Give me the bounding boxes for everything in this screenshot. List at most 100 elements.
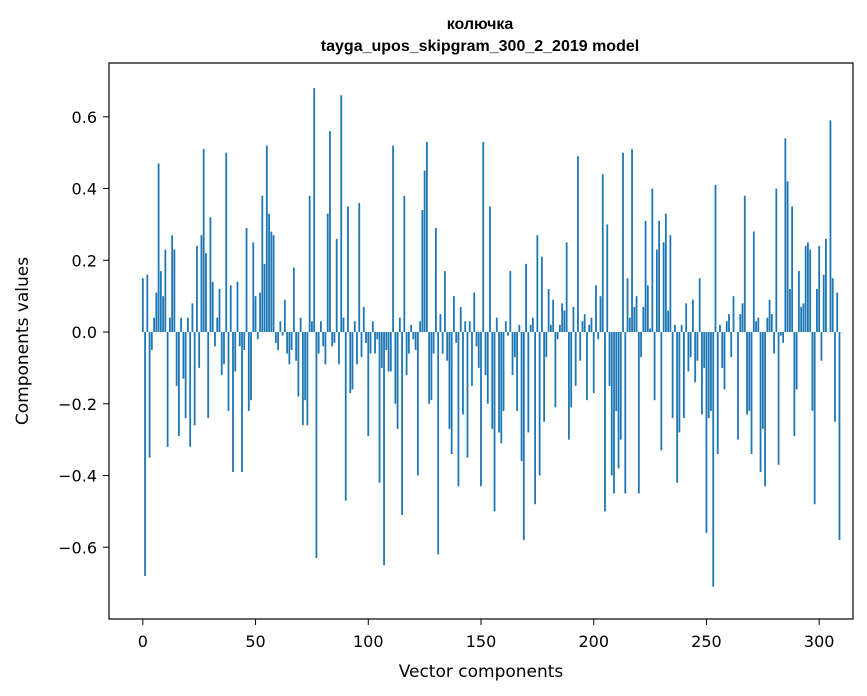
bar-83 (329, 131, 331, 333)
bar-49 (252, 242, 255, 333)
bar-72 (304, 332, 307, 401)
bar-261 (730, 332, 733, 358)
bar-155 (491, 332, 494, 429)
bar-132 (439, 314, 442, 333)
bar-110 (389, 332, 392, 372)
bar-88 (340, 95, 343, 333)
y-tick-label: 0.4 (72, 180, 97, 199)
bar-258 (723, 332, 726, 390)
bar-305 (829, 120, 832, 333)
bar-224 (646, 285, 649, 333)
bar-215 (626, 278, 629, 333)
bar-303 (825, 238, 827, 333)
bar-219 (635, 296, 638, 333)
bar-50 (254, 296, 257, 333)
bar-166 (516, 332, 518, 411)
bar-296 (809, 249, 812, 333)
bar-7 (157, 163, 160, 333)
bar-235 (671, 332, 674, 419)
bar-159 (500, 332, 503, 444)
bar-124 (421, 210, 424, 333)
bar-128 (430, 332, 433, 401)
y-tick-label: −0.4 (58, 467, 97, 486)
bar-60 (277, 332, 279, 350)
bar-208 (610, 332, 613, 476)
bar-90 (344, 332, 347, 501)
bar-54 (263, 263, 266, 333)
bar-82 (326, 213, 329, 333)
bar-192 (574, 332, 577, 386)
bar-92 (349, 332, 352, 394)
bar-41 (234, 332, 237, 372)
bar-175 (536, 235, 539, 333)
bar-103 (374, 332, 376, 354)
bar-81 (324, 332, 327, 365)
bar-197 (586, 332, 588, 401)
bar-71 (301, 332, 304, 426)
bar-199 (590, 317, 593, 333)
bar-17 (180, 317, 183, 333)
x-axis-label: Vector components (399, 662, 564, 682)
bar-79 (320, 321, 322, 333)
bar-242 (687, 332, 690, 372)
bar-63 (283, 299, 286, 333)
y-axis-ticks: −0.6 −0.4 −0.2 0.0 0.2 0.4 0.6 (58, 108, 109, 557)
bar-254 (714, 184, 717, 333)
bar-160 (502, 332, 505, 411)
bar-181 (549, 324, 552, 333)
x-tick-label: 250 (691, 632, 722, 651)
bar-52 (259, 292, 261, 333)
bar-131 (437, 332, 440, 555)
bar-139 (455, 332, 458, 343)
bar-228 (655, 249, 658, 333)
bar-5 (153, 317, 155, 333)
bar-97 (360, 332, 363, 358)
bar-286 (786, 181, 789, 333)
bar-144 (466, 332, 469, 458)
bar-44 (241, 332, 243, 472)
bar-76 (313, 88, 316, 333)
bar-106 (380, 332, 383, 368)
bar-157 (495, 317, 498, 333)
bar-68 (295, 332, 298, 361)
bar-78 (317, 332, 320, 354)
bar-57 (270, 231, 273, 333)
bar-209 (613, 332, 615, 494)
bar-86 (335, 238, 338, 333)
bar-306 (831, 278, 834, 333)
bar-48 (250, 332, 252, 401)
bar-35 (220, 332, 223, 376)
bar-183 (554, 332, 557, 408)
bar-31 (211, 281, 214, 333)
bar-141 (459, 306, 462, 333)
bar-234 (669, 235, 672, 333)
bar-66 (290, 332, 293, 350)
bar-28 (205, 253, 207, 333)
bar-23 (193, 332, 196, 426)
bar-102 (371, 321, 374, 333)
chart-title: колючка (447, 16, 514, 33)
bar-109 (387, 332, 390, 372)
bar-251 (707, 332, 710, 419)
bar-293 (802, 303, 805, 333)
bar-126 (425, 141, 428, 333)
bar-212 (619, 332, 622, 440)
bar-34 (218, 288, 221, 333)
bar-114 (398, 317, 401, 333)
bar-112 (394, 332, 397, 404)
bar-58 (272, 235, 275, 333)
bar-226 (651, 188, 654, 333)
bar-69 (297, 332, 300, 397)
chart-subtitle: tayga_upos_skipgram_300_2_2019 model (321, 38, 639, 55)
bar-13 (171, 235, 174, 333)
x-tick-label: 100 (353, 632, 384, 651)
x-tick-label: 0 (138, 632, 148, 651)
bar-74 (308, 195, 311, 333)
bar-84 (331, 332, 334, 347)
bar-75 (311, 321, 313, 333)
bar-239 (680, 324, 683, 333)
y-tick-label: 0.0 (72, 323, 97, 342)
bar-221 (640, 332, 642, 358)
bar-70 (299, 317, 302, 333)
